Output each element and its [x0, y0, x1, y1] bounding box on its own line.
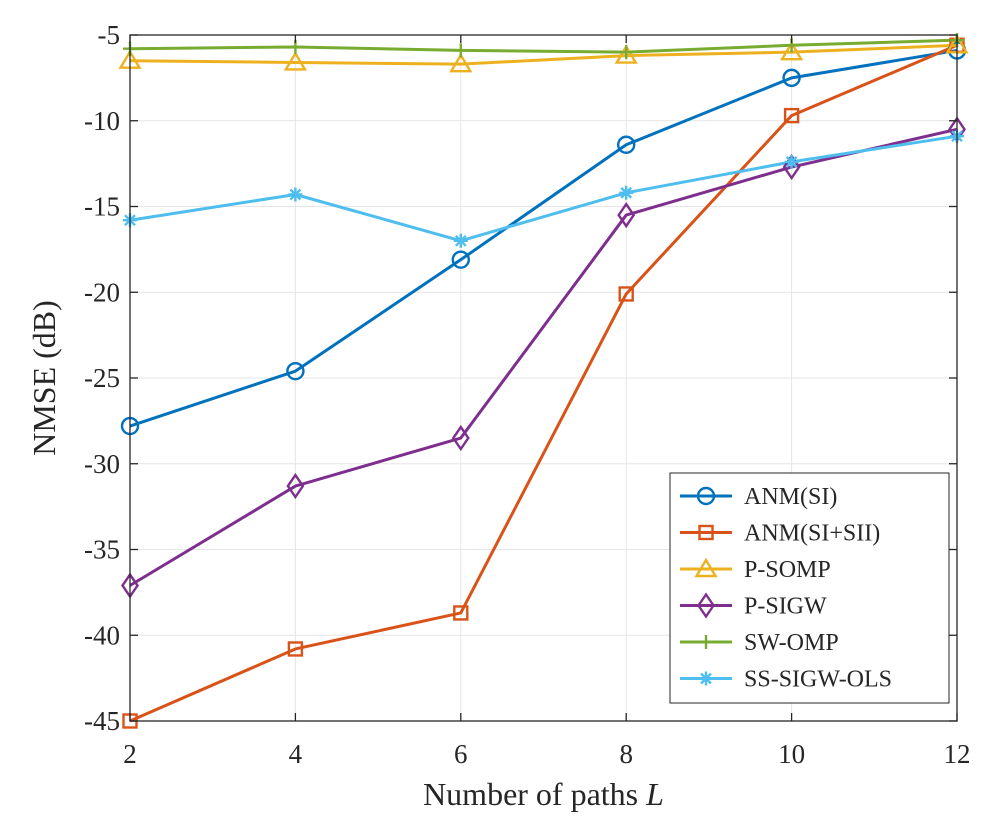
x-axis-label: Number of paths L	[423, 776, 664, 812]
data-point-anm-si	[782, 68, 801, 88]
legend-swatch-marker	[697, 592, 715, 619]
legend-item-p-sigw: P-SIGW	[680, 592, 827, 620]
data-point-anm-si	[617, 135, 636, 154]
legend-box	[669, 472, 950, 704]
y-tick-label: -15	[84, 192, 120, 222]
y-tick-label: -30	[84, 449, 120, 479]
x-tick-label: 2	[123, 739, 137, 769]
legend-label: ANM(SI)	[744, 484, 837, 510]
y-tick-label: -20	[84, 277, 120, 307]
x-tick-label: 4	[289, 739, 303, 769]
series-line-sw-omp	[129, 38, 958, 54]
legend-label: P-SOMP	[744, 557, 831, 583]
data-point-p-somp	[283, 51, 308, 71]
legend-label: SW-OMP	[744, 630, 839, 656]
data-point-ss-sigw-ols	[619, 185, 634, 200]
legend-label: ANM(SI+SII)	[744, 521, 880, 547]
data-point-p-somp	[449, 52, 473, 73]
data-point-p-sigw	[782, 153, 801, 181]
legend-swatch-marker	[696, 486, 716, 506]
legend-item-anm-si: ANM(SI)	[680, 484, 837, 510]
series-line-anm-si-sii	[129, 43, 958, 723]
data-point-p-somp	[779, 40, 804, 61]
legend-swatch-marker	[699, 671, 713, 686]
data-point-p-sigw	[286, 472, 305, 500]
data-point-anm-si-sii	[618, 286, 634, 302]
legend-item-anm-si-sii: ANM(SI+SII)	[680, 521, 880, 547]
data-point-ss-sigw-ols	[288, 187, 303, 202]
legend-items: ANM(SI) ANM(SI+SII) P-SOMP P-SIGW SW-OMP SS-S…	[680, 484, 892, 693]
x-tick-label: 6	[454, 739, 468, 769]
data-point-ss-sigw-ols	[453, 233, 468, 248]
tick-labels: 2 4 6 8 10 12 -45 -40 -35 -30 -25 -20 -15 -10 -5	[84, 20, 971, 769]
x-tick-label: 10	[778, 739, 805, 769]
data-point-p-sigw	[617, 201, 636, 229]
legend-swatch-marker	[694, 557, 718, 578]
data-point-anm-si-sii	[287, 641, 304, 657]
series-line-anm-si	[129, 48, 958, 428]
series-lines	[129, 38, 958, 723]
y-tick-label: -35	[84, 535, 120, 565]
legend-label: SS-SIGW-OLS	[744, 667, 892, 693]
x-tick-label: 12	[944, 739, 971, 769]
data-point-sw-omp	[453, 43, 468, 58]
data-point-ss-sigw-ols	[784, 154, 799, 169]
legend: ANM(SI) ANM(SI+SII) P-SOMP P-SIGW SW-OMP SS-S…	[669, 472, 950, 704]
data-point-p-sigw	[451, 424, 470, 452]
legend-swatch-marker	[699, 635, 713, 649]
y-axis-label: NMSE (dB)	[26, 300, 62, 456]
legend-swatch-marker	[698, 524, 714, 541]
data-point-anm-si	[286, 361, 305, 381]
y-tick-label: -10	[84, 106, 120, 136]
series-line-p-sigw	[129, 127, 958, 587]
legend-item-p-somp: P-SOMP	[680, 557, 831, 583]
y-tick-label: -25	[84, 363, 120, 393]
axis-ticks	[129, 34, 958, 722]
series-line-p-somp	[129, 43, 958, 66]
series-line-ss-sigw-ols	[129, 134, 958, 243]
y-tick-label: -5	[98, 20, 121, 50]
legend-item-sw-omp: SW-OMP	[680, 630, 839, 656]
data-point-sw-omp	[619, 45, 634, 60]
data-point-anm-si-sii	[783, 107, 800, 124]
data-point-anm-si-sii	[453, 605, 469, 621]
y-tick-label: -40	[84, 620, 120, 650]
legend-item-ss-sigw-ols: SS-SIGW-OLS	[680, 667, 892, 693]
data-point-p-somp	[614, 44, 638, 64]
y-tick-label: -45	[84, 706, 120, 736]
legend-label: P-SIGW	[744, 594, 827, 620]
x-tick-label: 8	[619, 739, 633, 769]
data-point-anm-si	[451, 250, 470, 269]
